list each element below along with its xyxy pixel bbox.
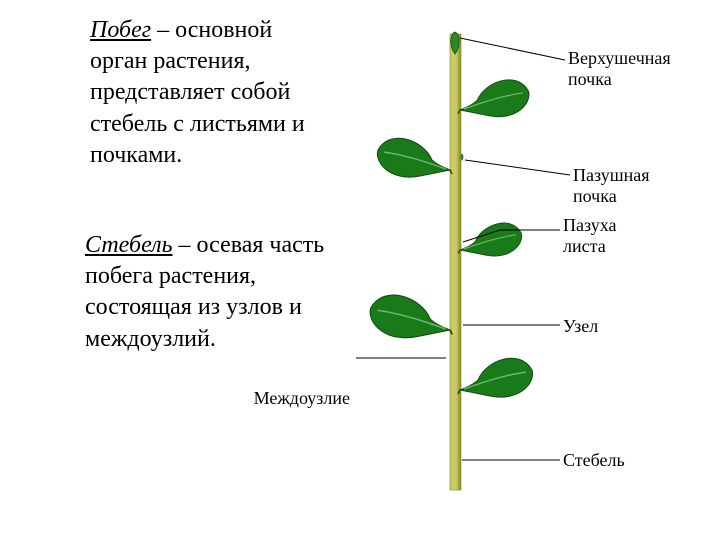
label-apical-bud: Верхушечная почка [568, 48, 671, 89]
sep-stem: – [173, 232, 197, 258]
label-axillary-bud: Пазушная почка [573, 165, 649, 206]
label-internode: Междоузлие [254, 388, 350, 409]
term-stem: Стебель [85, 232, 173, 258]
label-node: Узел [563, 316, 598, 337]
term-shoot: Побег [90, 17, 151, 43]
shoot-diagram: Верхушечная почка Пазушная почка Пазуха ли… [300, 20, 700, 500]
label-stem: Стебель [563, 450, 625, 471]
definition-stem: Стебель – осевая часть побега растения, … [85, 230, 335, 355]
slide: Побег – основной орган растения, предста… [0, 0, 720, 540]
diagram-svg [300, 20, 700, 500]
sep-shoot: – [151, 17, 175, 43]
label-leaf-axil: Пазуха листа [563, 215, 616, 256]
definition-shoot: Побег – основной орган растения, предста… [90, 15, 320, 171]
